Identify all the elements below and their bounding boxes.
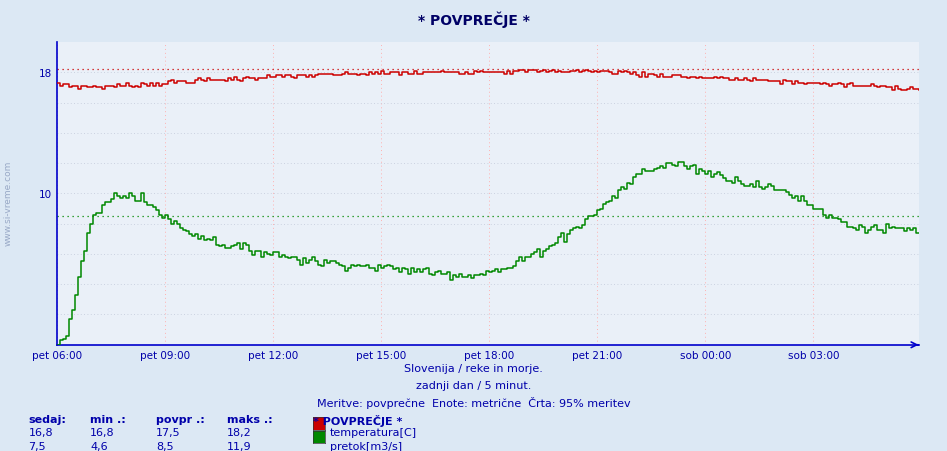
Text: 16,8: 16,8 [90, 428, 115, 437]
Text: Slovenija / reke in morje.: Slovenija / reke in morje. [404, 363, 543, 373]
Text: www.si-vreme.com: www.si-vreme.com [4, 161, 13, 245]
Text: temperatura[C]: temperatura[C] [330, 428, 417, 437]
Text: min .:: min .: [90, 414, 126, 424]
Text: 18,2: 18,2 [227, 428, 252, 437]
Text: 11,9: 11,9 [227, 441, 252, 451]
Text: sedaj:: sedaj: [28, 414, 66, 424]
Text: povpr .:: povpr .: [156, 414, 205, 424]
Text: * POVPREČJE *: * POVPREČJE * [313, 414, 402, 426]
Text: 7,5: 7,5 [28, 441, 46, 451]
Text: Meritve: povprečne  Enote: metrične  Črta: 95% meritev: Meritve: povprečne Enote: metrične Črta:… [316, 396, 631, 408]
Text: * POVPREČJE *: * POVPREČJE * [418, 11, 529, 28]
Text: 4,6: 4,6 [90, 441, 108, 451]
Text: pretok[m3/s]: pretok[m3/s] [330, 441, 402, 451]
Text: maks .:: maks .: [227, 414, 273, 424]
Text: zadnji dan / 5 minut.: zadnji dan / 5 minut. [416, 380, 531, 390]
Text: 17,5: 17,5 [156, 428, 181, 437]
Text: 8,5: 8,5 [156, 441, 174, 451]
Text: 16,8: 16,8 [28, 428, 53, 437]
